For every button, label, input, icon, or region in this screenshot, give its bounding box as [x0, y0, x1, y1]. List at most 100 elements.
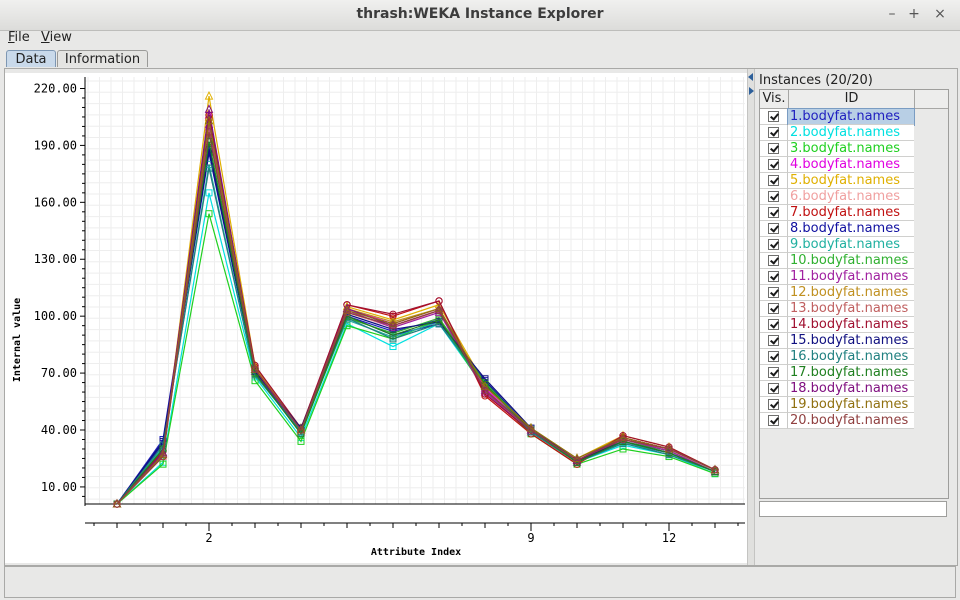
data-point-marker [388, 316, 398, 326]
table-row[interactable]: 9.bodyfat.names [760, 237, 914, 253]
table-row[interactable]: 17.bodyfat.names [760, 365, 914, 381]
table-row[interactable]: 8.bodyfat.names [760, 221, 914, 237]
data-point-marker [205, 164, 213, 172]
split-pane-divider[interactable] [747, 69, 755, 565]
table-row[interactable]: 14.bodyfat.names [760, 317, 914, 333]
series-15 [113, 145, 719, 508]
data-point-marker [665, 449, 673, 457]
visibility-checkbox[interactable] [768, 271, 779, 282]
menu-view-label: iew [49, 30, 72, 45]
minimize-button[interactable]: – [888, 6, 896, 22]
series-20 [113, 128, 719, 508]
table-row[interactable]: 2.bodyfat.names [760, 125, 914, 141]
menu-view[interactable]: View [41, 30, 72, 45]
y-tick-label: 190.00 [34, 138, 77, 152]
instance-id[interactable]: 4.bodyfat.names [788, 157, 914, 173]
table-row[interactable]: 6.bodyfat.names [760, 189, 914, 205]
table-row[interactable]: 4.bodyfat.names [760, 157, 914, 173]
visibility-checkbox[interactable] [768, 303, 779, 314]
visibility-checkbox[interactable] [768, 399, 779, 410]
collapse-left-arrow-icon[interactable] [748, 73, 753, 81]
tab-data[interactable]: Data [6, 50, 56, 67]
instance-id[interactable]: 19.bodyfat.names [788, 397, 914, 413]
series-line [116, 145, 716, 505]
instance-plot[interactable]: 220.00 190.00 160.00 130.00 100.00 70.00 40.00… [5, 73, 747, 563]
table-row[interactable]: 16.bodyfat.names [760, 349, 914, 365]
x-axis-label: Attribute Index [371, 546, 461, 558]
instances-table[interactable]: Vis. ID 1.bodyfat.names 2.bodyfat.names 3.… [759, 89, 949, 499]
instance-id[interactable]: 8.bodyfat.names [788, 221, 914, 237]
instance-id[interactable]: 15.bodyfat.names [788, 333, 914, 349]
table-row[interactable]: 12.bodyfat.names [760, 285, 914, 301]
instance-id[interactable]: 14.bodyfat.names [788, 317, 914, 333]
visibility-cell [760, 205, 788, 221]
menu-view-mnemonic: V [41, 30, 50, 45]
collapse-right-arrow-icon[interactable] [749, 87, 754, 95]
table-row[interactable]: 19.bodyfat.names [760, 397, 914, 413]
table-row[interactable]: 1.bodyfat.names [760, 108, 915, 126]
table-row[interactable]: 13.bodyfat.names [760, 301, 914, 317]
visibility-checkbox[interactable] [768, 159, 779, 170]
column-header-vis[interactable]: Vis. [760, 90, 789, 108]
visibility-checkbox[interactable] [768, 367, 779, 378]
horizontal-scrollbar[interactable] [759, 501, 947, 517]
instance-id[interactable]: 16.bodyfat.names [788, 349, 914, 365]
visibility-cell [760, 237, 788, 253]
instance-id[interactable]: 6.bodyfat.names [788, 189, 914, 205]
visibility-checkbox[interactable] [768, 111, 779, 122]
series-line [116, 164, 716, 505]
table-row[interactable]: 7.bodyfat.names [760, 205, 914, 221]
instance-id[interactable]: 12.bodyfat.names [788, 285, 914, 301]
maximize-button[interactable]: + [908, 6, 920, 22]
table-row[interactable]: 20.bodyfat.names [760, 413, 914, 429]
visibility-cell [760, 173, 788, 189]
visibility-checkbox[interactable] [768, 415, 779, 426]
visibility-checkbox[interactable] [768, 207, 779, 218]
table-row[interactable]: 3.bodyfat.names [760, 141, 914, 157]
instance-id[interactable]: 3.bodyfat.names [788, 141, 914, 157]
column-header-id[interactable]: ID [789, 90, 915, 108]
instance-id[interactable]: 11.bodyfat.names [788, 269, 914, 285]
table-row[interactable]: 18.bodyfat.names [760, 381, 914, 397]
visibility-checkbox[interactable] [768, 383, 779, 394]
instance-id[interactable]: 7.bodyfat.names [788, 205, 914, 221]
visibility-checkbox[interactable] [768, 351, 779, 362]
data-point-marker [297, 426, 305, 434]
instance-id[interactable]: 13.bodyfat.names [788, 301, 914, 317]
table-row[interactable]: 10.bodyfat.names [760, 253, 914, 269]
tab-information[interactable]: Information [57, 50, 148, 67]
instance-id[interactable]: 10.bodyfat.names [788, 253, 914, 269]
visibility-checkbox[interactable] [768, 191, 779, 202]
visibility-checkbox[interactable] [768, 127, 779, 138]
table-row[interactable]: 15.bodyfat.names [760, 333, 914, 349]
visibility-cell [760, 317, 788, 333]
instance-id[interactable]: 18.bodyfat.names [788, 381, 914, 397]
visibility-checkbox[interactable] [768, 175, 779, 186]
instance-id[interactable]: 20.bodyfat.names [788, 413, 914, 429]
visibility-checkbox[interactable] [768, 335, 779, 346]
visibility-checkbox[interactable] [768, 319, 779, 330]
table-row[interactable]: 5.bodyfat.names [760, 173, 914, 189]
close-button[interactable]: × [934, 6, 946, 22]
instances-title: Instances (20/20) [759, 73, 873, 88]
instance-id[interactable]: 9.bodyfat.names [788, 237, 914, 253]
visibility-checkbox[interactable] [768, 223, 779, 234]
table-row[interactable]: 11.bodyfat.names [760, 269, 914, 285]
menu-file[interactable]: File [8, 30, 30, 45]
instance-id[interactable]: 17.bodyfat.names [788, 365, 914, 381]
instance-id[interactable]: 2.bodyfat.names [788, 125, 914, 141]
instance-id[interactable]: 1.bodyfat.names [787, 108, 915, 126]
instance-id[interactable]: 5.bodyfat.names [788, 173, 914, 189]
visibility-checkbox[interactable] [768, 287, 779, 298]
visibility-cell [760, 109, 788, 125]
series-line [116, 213, 716, 505]
data-point-marker [297, 437, 305, 445]
data-point-marker [389, 335, 397, 343]
visibility-checkbox[interactable] [768, 143, 779, 154]
visibility-checkbox[interactable] [768, 255, 779, 266]
visibility-checkbox[interactable] [768, 239, 779, 250]
menu-bar: File View [0, 30, 960, 48]
visibility-cell [760, 141, 788, 157]
series-line [116, 141, 716, 505]
data-point-marker [251, 365, 259, 373]
